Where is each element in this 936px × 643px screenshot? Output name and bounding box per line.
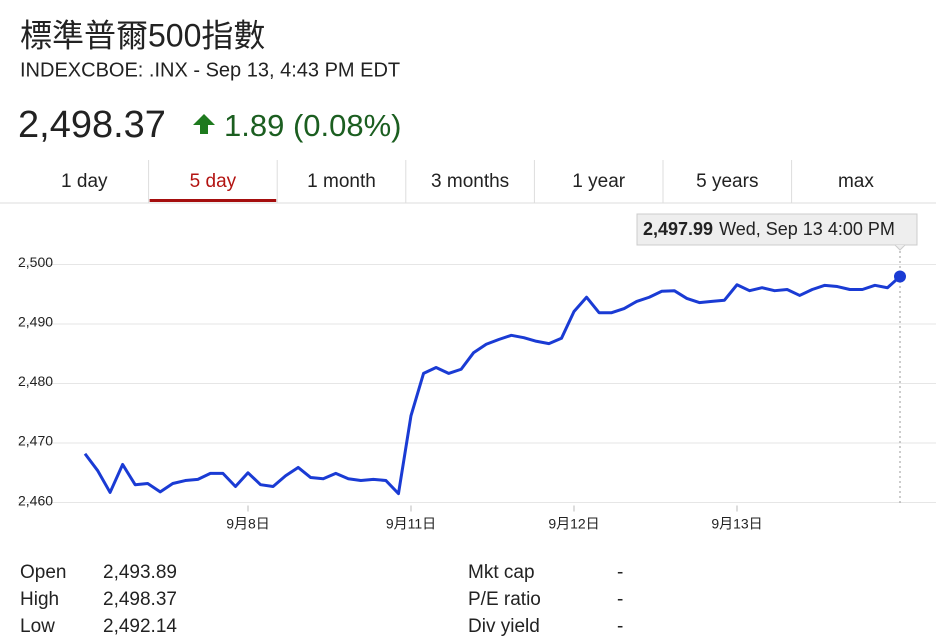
change: 1.89 (0.08%) xyxy=(224,108,402,143)
stat-label: Open xyxy=(20,562,66,583)
stat-value: - xyxy=(617,616,623,637)
y-tick-label: 2,490 xyxy=(18,314,53,330)
price-line xyxy=(83,275,902,496)
tab-label[interactable]: 3 months xyxy=(431,171,509,192)
stat-label: Mkt cap xyxy=(468,562,535,583)
y-tick-label: 2,470 xyxy=(18,433,53,449)
y-tick-label: 2,500 xyxy=(18,254,53,270)
tab-label[interactable]: 1 month xyxy=(307,171,376,192)
tab-label[interactable]: max xyxy=(838,171,874,192)
active-tab-underline xyxy=(149,199,277,202)
tooltip-time: Wed, Sep 13 4:00 PM xyxy=(719,219,895,239)
stat-label: P/E ratio xyxy=(468,589,541,610)
stat-label: High xyxy=(20,589,59,610)
stat-label: Low xyxy=(20,616,55,637)
x-tick-label: 9月8日 xyxy=(226,516,270,532)
up-arrow xyxy=(193,114,215,134)
title: 標準普爾500指數 xyxy=(20,17,265,53)
stat-value: - xyxy=(617,589,623,610)
tab-label[interactable]: 1 year xyxy=(572,171,625,192)
tab-label[interactable]: 5 years xyxy=(696,171,758,192)
y-tick-label: 2,480 xyxy=(18,373,53,389)
stat-label: Div yield xyxy=(468,616,540,637)
stat-value: 2,492.14 xyxy=(103,616,177,637)
stat-value: 2,498.37 xyxy=(103,589,177,610)
tab-label[interactable]: 1 day xyxy=(61,171,108,192)
subtitle: INDEXCBOE: .INX - Sep 13, 4:43 PM EDT xyxy=(20,59,400,81)
x-tick-label: 9月11日 xyxy=(386,516,436,532)
x-tick-label: 9月13日 xyxy=(711,516,762,532)
tooltip xyxy=(636,213,918,246)
stat-value: - xyxy=(617,562,623,583)
tab-label[interactable]: 5 day xyxy=(190,171,237,192)
x-tick-label: 9月12日 xyxy=(548,516,599,532)
price: 2,498.37 xyxy=(18,104,166,146)
tooltip-pointer xyxy=(894,244,906,251)
hover-point xyxy=(894,270,906,283)
y-tick-label: 2,460 xyxy=(18,492,53,508)
tooltip-value: 2,497.99 xyxy=(643,219,713,239)
stat-value: 2,493.89 xyxy=(103,562,177,583)
